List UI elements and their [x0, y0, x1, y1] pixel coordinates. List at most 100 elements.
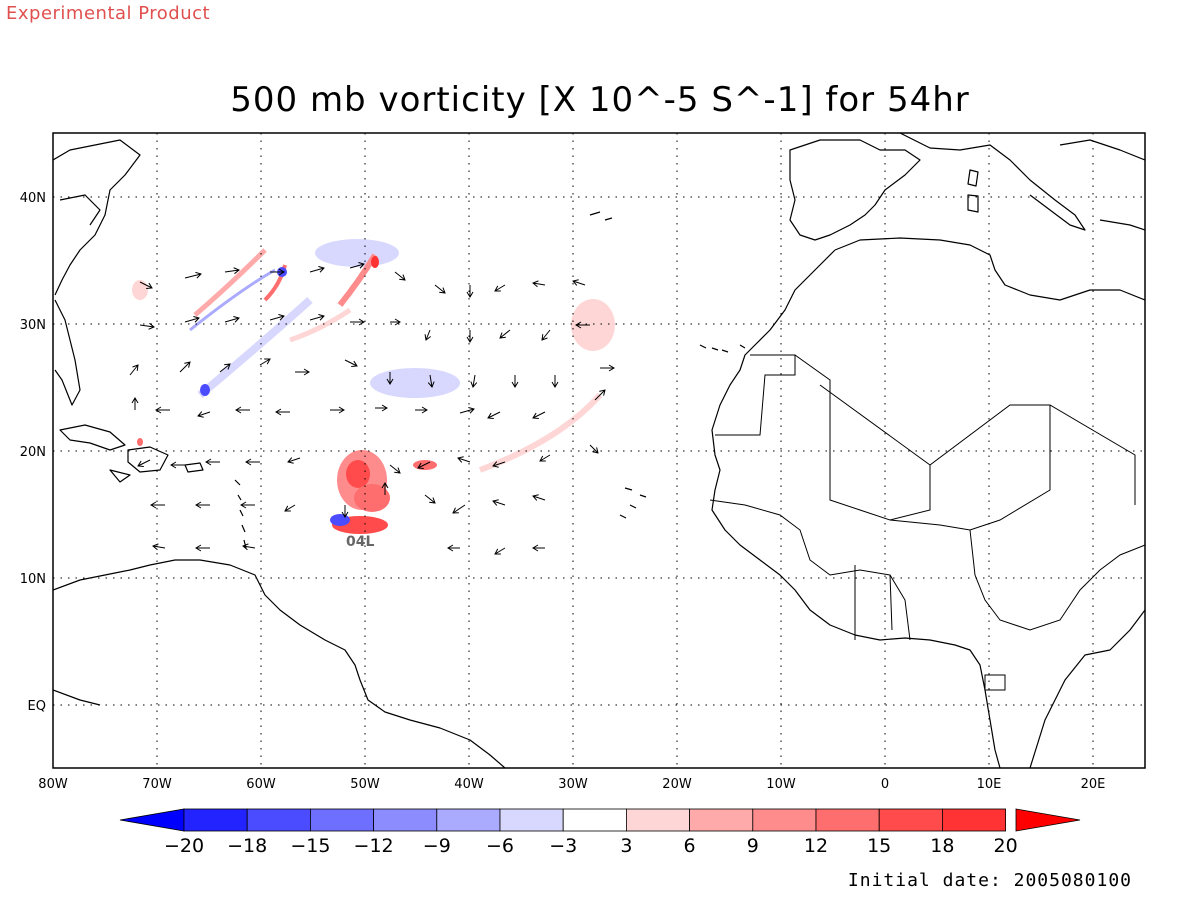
- wind-arrow: [184, 316, 200, 323]
- wind-arrow: [269, 314, 285, 321]
- colorbar-box: [815, 808, 880, 832]
- wind-arrow: [155, 406, 170, 414]
- wind-arrow: [330, 406, 345, 414]
- wind-arrow: [499, 329, 511, 339]
- colorbar-box: [499, 808, 564, 832]
- coastlines: [53, 133, 1145, 768]
- colorbar-label: 20: [994, 835, 1018, 857]
- wind-arrow: [137, 459, 151, 467]
- vorticity-shading: [132, 239, 615, 534]
- colorbar-box: [183, 808, 248, 832]
- wind-arrow: [235, 406, 250, 414]
- wind-arrow: [394, 271, 406, 281]
- colorbar-label: 12: [804, 835, 828, 857]
- wind-arrow: [539, 454, 551, 462]
- colorbar-box: [246, 808, 311, 832]
- wind-arrow: [427, 374, 435, 388]
- colorbar-box: [689, 808, 754, 832]
- wind-arrow: [287, 457, 301, 464]
- wind-arrow: [242, 543, 256, 551]
- lon-tick: 20E: [1081, 777, 1106, 792]
- wind-vectors: [129, 262, 615, 555]
- wind-arrow: [492, 461, 506, 468]
- wind-arrow: [575, 321, 590, 329]
- wind-arrow: [309, 266, 325, 273]
- wind-arrow: [139, 322, 155, 330]
- map-title: 500 mb vorticity [X 10^-5 S^-1] for 54hr: [230, 80, 970, 120]
- colorbar-label: 9: [747, 835, 759, 857]
- wind-arrow: [309, 314, 325, 321]
- wind-arrow: [532, 280, 546, 288]
- wind-arrow: [470, 374, 478, 388]
- storm-label: 04L: [346, 534, 374, 550]
- wind-arrow: [219, 363, 231, 373]
- wind-arrow: [466, 285, 474, 298]
- wind-arrow: [179, 361, 191, 373]
- wind-arrow: [457, 456, 471, 463]
- wind-arrow: [184, 271, 202, 279]
- wind-arrow: [259, 358, 271, 366]
- wind-arrow: [386, 372, 394, 385]
- lon-tick: 50W: [350, 777, 380, 792]
- wind-arrow: [532, 411, 546, 419]
- colorbar-box: [562, 808, 627, 832]
- wind-arrow: [341, 505, 349, 518]
- wind-arrow: [415, 406, 428, 414]
- colorbar-box: [752, 808, 817, 832]
- colorbar: −20 −18 −15 −12 −9 −6 −3 3 6 9 12 15 18 20: [119, 808, 1081, 857]
- colorbar-box: [626, 808, 691, 832]
- longitude-axis: 80W 70W 60W 50W 40W 30W 20W 10W 0 10E 20…: [38, 777, 1105, 792]
- lon-tick: 0: [881, 777, 889, 792]
- graticule: [53, 133, 1145, 768]
- wind-arrow: [375, 404, 388, 412]
- wind-arrow: [275, 408, 290, 416]
- wind-arrow: [349, 262, 365, 269]
- wind-arrow: [551, 375, 559, 388]
- lon-tick: 10W: [766, 777, 796, 792]
- wind-arrow: [434, 284, 446, 294]
- latitude-axis: EQ 10N 20N 30N 40N: [20, 191, 46, 714]
- wind-arrow: [224, 316, 240, 323]
- colorbar-label: 18: [930, 835, 954, 857]
- lat-tick: 40N: [20, 191, 46, 206]
- lon-tick: 60W: [246, 777, 276, 792]
- lat-tick: 30N: [20, 318, 46, 333]
- colorbar-label: −3: [549, 835, 577, 857]
- map-frame: [52, 132, 1146, 769]
- wind-arrow: [447, 544, 460, 552]
- initial-date: Initial date: 2005080100: [847, 870, 1132, 891]
- wind-arrow: [129, 364, 139, 376]
- colorbar-label: −18: [227, 835, 267, 857]
- lon-tick: 40W: [454, 777, 484, 792]
- wind-arrow: [270, 268, 285, 276]
- wind-arrow: [589, 444, 599, 454]
- wind-arrow: [152, 543, 166, 551]
- political-borders: [709, 354, 1145, 691]
- wind-arrow: [170, 461, 185, 469]
- wind-arrow: [466, 330, 474, 343]
- colorbar-box: [942, 808, 1007, 832]
- lon-tick: 70W: [142, 777, 172, 792]
- colorbar-box: [436, 808, 501, 832]
- colorbar-label: 3: [620, 835, 632, 857]
- wind-arrow: [452, 504, 466, 514]
- wind-arrow: [350, 318, 365, 326]
- experimental-product-label: Experimental Product: [6, 3, 211, 24]
- wind-arrow: [511, 375, 519, 388]
- colorbar-label: −12: [354, 835, 394, 857]
- wind-arrow: [541, 329, 551, 341]
- wind-arrow: [389, 464, 401, 474]
- wind-arrow: [240, 501, 255, 509]
- wind-arrow: [131, 397, 139, 410]
- wind-arrow: [494, 284, 506, 292]
- lon-tick: 30W: [558, 777, 588, 792]
- wind-arrow: [139, 281, 153, 289]
- wind-arrow: [224, 267, 240, 275]
- colorbar-over-triangle: [1015, 808, 1081, 832]
- wind-arrow: [205, 458, 220, 466]
- wind-arrow: [487, 411, 501, 419]
- wind-arrow: [344, 359, 358, 367]
- wind-arrow: [494, 547, 506, 555]
- wind-arrow: [594, 389, 606, 401]
